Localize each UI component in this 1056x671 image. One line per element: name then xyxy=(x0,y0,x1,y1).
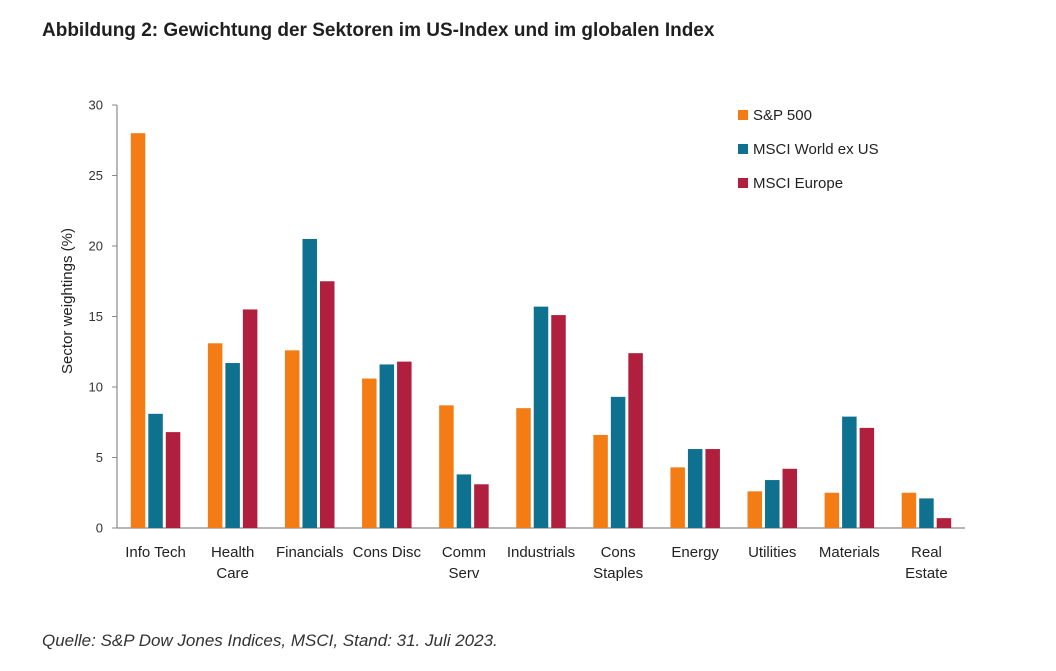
source-note: Quelle: S&P Dow Jones Indices, MSCI, Sta… xyxy=(42,631,498,650)
bar xyxy=(165,432,181,528)
x-tick-label: Industrials xyxy=(507,544,575,561)
x-tick-label: Real Estate xyxy=(905,544,948,582)
bar xyxy=(533,306,549,528)
y-tick-label: 0 xyxy=(96,521,103,536)
y-tick-label: 30 xyxy=(89,98,103,113)
bar xyxy=(397,361,412,528)
bar xyxy=(207,343,223,528)
bar xyxy=(747,491,763,528)
bar xyxy=(130,133,146,528)
x-tick-label: Cons Disc xyxy=(353,544,422,561)
bar xyxy=(842,416,857,528)
bar xyxy=(319,281,335,528)
legend-label: MSCI World ex US xyxy=(753,141,879,158)
y-tick-label: 10 xyxy=(89,380,103,395)
x-tick-label: Energy xyxy=(671,544,719,561)
bar xyxy=(302,238,317,528)
bar xyxy=(551,315,566,528)
bar xyxy=(439,405,454,528)
x-tick-label: Utilities xyxy=(748,544,796,561)
legend-swatch xyxy=(738,144,748,154)
bar xyxy=(362,378,377,528)
bar xyxy=(765,480,780,528)
page-title: Abbildung 2: Gewichtung der Sektoren im … xyxy=(42,20,715,41)
legend-swatch xyxy=(738,110,748,120)
y-axis-ticks: 0 5 10 15 20 25 30 xyxy=(89,98,117,536)
bar xyxy=(474,484,489,528)
legend-label: S&P 500 xyxy=(753,107,812,124)
x-tick-label: Materials xyxy=(819,544,880,561)
bar xyxy=(859,427,875,528)
y-tick-label: 25 xyxy=(89,168,103,183)
bar xyxy=(901,492,917,528)
bar xyxy=(242,309,258,528)
bar xyxy=(379,364,395,528)
bar xyxy=(705,449,720,528)
x-tick-label: Comm Serv xyxy=(442,544,486,582)
bar xyxy=(824,492,840,528)
y-tick-label: 15 xyxy=(89,309,103,324)
bar xyxy=(516,408,531,528)
y-tick-label: 20 xyxy=(89,239,103,254)
bar xyxy=(782,468,798,528)
y-tick-label: 5 xyxy=(96,450,103,465)
bar xyxy=(225,363,240,528)
legend-swatch xyxy=(738,178,748,188)
bar xyxy=(936,518,952,528)
bar xyxy=(687,449,703,528)
bar xyxy=(148,413,163,528)
chart-legend: S&P 500 MSCI World ex US MSCI Europe xyxy=(738,107,879,192)
x-tick-label: Info Tech xyxy=(125,544,186,561)
chart-bars xyxy=(130,133,952,528)
x-axis-labels: Info Tech Health Care Financials Cons Disc Co… xyxy=(125,544,947,582)
bar xyxy=(628,353,643,528)
legend-label: MSCI Europe xyxy=(753,175,843,192)
bar xyxy=(919,498,934,528)
bar xyxy=(284,350,300,528)
y-axis-title: Sector weightings (%) xyxy=(59,228,76,374)
x-tick-label: Financials xyxy=(276,544,344,561)
x-tick-label: Health Care xyxy=(211,544,254,582)
bar xyxy=(670,467,685,528)
x-tick-label: Cons Staples xyxy=(593,544,643,582)
bar xyxy=(610,396,626,528)
bar xyxy=(456,474,472,528)
bar xyxy=(593,434,608,528)
